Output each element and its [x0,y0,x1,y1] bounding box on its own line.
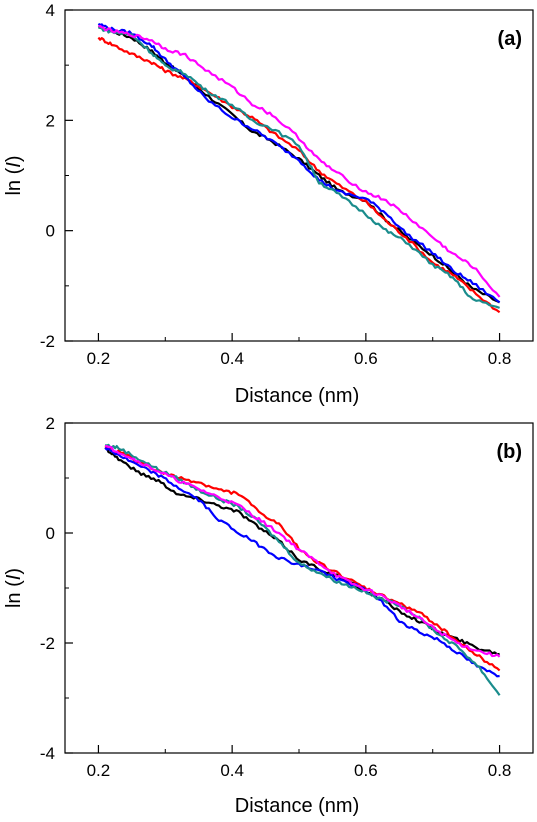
plot-frame-b [64,422,534,754]
panel-a: 0.2 0.4 0.6 0.8 -2 0 2 4 (a) Distance (nm) ln (I) [0,0,537,410]
x-tick-label-a: 0.2 [87,349,111,368]
x-tick-label-b: 0.4 [220,761,244,780]
panel-b: 0.2 0.4 0.6 0.8 -4 -2 0 2 (b) Distance (nm) ln (I) [0,410,537,822]
x-axis-title-a: Distance (nm) [235,385,359,407]
series-line-b-4 [104,443,501,696]
series-line-a-3 [97,22,501,304]
y-axis-title-prefix: ln ( [3,580,25,608]
x-tick-label-b: 0.8 [488,761,512,780]
y-tick-label-a: 4 [46,1,55,20]
x-tick-label-a: 0.8 [488,349,512,368]
y-axis-title-b: ln (I) [3,568,25,608]
x-axis-title-b: Distance (nm) [235,795,359,817]
x-tick-label-a: 0.6 [354,349,378,368]
y-tick-label-b: -4 [40,744,55,763]
x-tick-label-b: 0.6 [354,761,378,780]
chart-b-svg: 0.2 0.4 0.6 0.8 -4 -2 0 2 (b) Distance (nm) ln (I) [3,414,534,817]
series-line-b-2 [104,445,501,672]
series-line-a-5 [98,24,501,298]
series-line-a-2 [97,36,501,314]
y-tick-label-a: -2 [40,332,55,351]
y-tick-label-b: 0 [46,524,55,543]
series-line-a-4 [98,26,500,309]
y-axis-title-prefix: ln ( [3,167,25,195]
x-tick-label-b: 0.2 [87,761,111,780]
y-tick-label-b: 2 [46,414,55,433]
y-axis-title-suffix: ) [3,568,25,575]
y-tick-label-a: 0 [46,222,55,241]
y-tick-label-b: -2 [40,634,55,653]
series-line-a-1 [97,25,501,304]
y-axis-title-suffix: ) [3,155,25,162]
plot-frame-a [64,9,534,342]
y-axis-title-variable: I [3,574,25,580]
y-axis-title-a: ln (I) [3,155,25,195]
y-tick-label-a: 2 [46,111,55,130]
panel-label-b: (b) [496,441,522,463]
y-axis-title-variable: I [3,162,25,168]
x-tick-label-a: 0.4 [220,349,244,368]
chart-a-svg: 0.2 0.4 0.6 0.8 -2 0 2 4 (a) Distance (nm) ln (I) [3,1,534,407]
series-line-b-5 [105,445,501,658]
panel-label-a: (a) [498,28,522,50]
